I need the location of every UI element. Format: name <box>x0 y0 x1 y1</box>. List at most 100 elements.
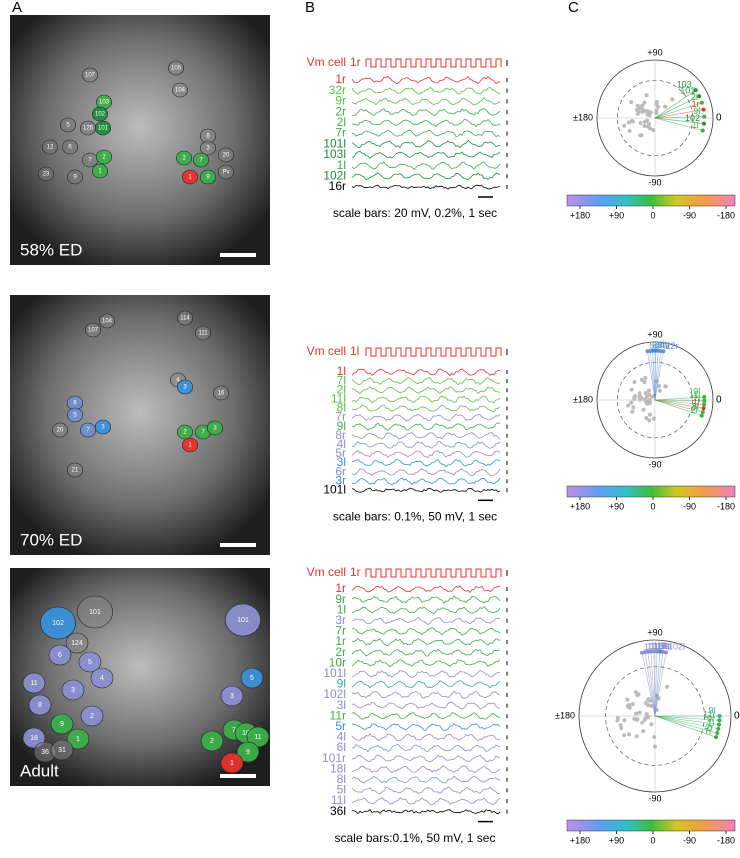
polar-point <box>648 400 652 404</box>
cell-label: 20 <box>57 428 64 434</box>
phase-point <box>702 403 706 407</box>
stimulus-trace <box>366 569 501 577</box>
cell-label: 125 <box>83 126 94 132</box>
phase-point <box>717 718 721 722</box>
colorbar <box>567 486 735 497</box>
phase-label: 101l <box>644 642 661 652</box>
polar-point <box>625 698 629 702</box>
phase-label: 2l <box>691 405 698 415</box>
trace <box>352 162 500 169</box>
polar-point <box>650 395 654 399</box>
cell-label: 111 <box>198 331 208 337</box>
phase-point <box>702 108 706 112</box>
trace <box>352 713 500 720</box>
cell-label: 11 <box>254 734 261 741</box>
trace <box>352 488 500 492</box>
scale-bar <box>220 253 256 257</box>
cell-label: 31 <box>58 747 66 754</box>
phase-point <box>702 406 706 410</box>
colorbar-label: -90 <box>683 501 696 511</box>
trace <box>352 596 500 603</box>
polar-point <box>626 404 630 408</box>
trace <box>352 87 500 94</box>
colorbar-label: -180 <box>717 210 735 220</box>
brain-image <box>10 295 270 555</box>
polar-point <box>643 376 647 380</box>
trace <box>352 130 500 137</box>
trace <box>352 755 500 762</box>
cell-label: 9 <box>246 749 250 756</box>
cell-label: 1 <box>230 760 234 767</box>
cell-label: 12 <box>47 145 54 151</box>
cell-label: 3 <box>71 687 75 694</box>
trace <box>352 469 500 476</box>
polar-point <box>622 124 626 128</box>
trace <box>352 141 500 148</box>
cell-label: 102 <box>52 620 64 627</box>
polar-point <box>646 109 650 113</box>
panel-label: A <box>12 0 22 16</box>
cell-label: 114 <box>180 316 190 322</box>
phase-point <box>702 399 706 403</box>
cell-label: 8 <box>38 702 42 709</box>
cell-label: 1 <box>76 736 80 743</box>
polar-point <box>652 735 656 739</box>
trace <box>352 185 500 189</box>
colorbar-label: +180 <box>570 501 590 511</box>
polar-point <box>635 734 639 738</box>
polar-point <box>642 100 646 104</box>
trace <box>352 638 500 645</box>
polar-point <box>628 129 632 133</box>
cell-label: 11 <box>30 680 37 687</box>
trace <box>352 607 500 614</box>
trace <box>352 109 500 116</box>
polar-point <box>641 408 645 412</box>
cell-label: 104 <box>175 88 186 94</box>
phase-point <box>702 115 706 119</box>
trace <box>352 681 500 688</box>
phase-point <box>701 410 705 414</box>
polar-point <box>630 410 634 414</box>
polar-point <box>645 395 649 399</box>
trace <box>352 478 500 485</box>
vm-label: Vm cell <box>307 565 346 579</box>
cell-label: 18 <box>30 735 38 742</box>
trace <box>352 702 500 709</box>
trace <box>352 396 500 403</box>
polar-point <box>645 93 649 97</box>
polar-point <box>651 128 655 132</box>
phase-point <box>716 727 720 731</box>
stimulus-trace <box>366 59 501 67</box>
phase-label: 1l <box>692 120 699 130</box>
polar-point <box>646 125 650 129</box>
cell-label: 5 <box>250 675 254 682</box>
trace <box>352 691 500 698</box>
cell-label: 5 <box>88 659 92 666</box>
colorbar <box>567 820 735 831</box>
trace <box>352 451 500 458</box>
polar-point <box>653 745 657 749</box>
polar-tick: -90 <box>648 459 661 469</box>
cell-label: 107 <box>85 73 96 79</box>
cell-label: 16 <box>218 391 225 397</box>
phase-point <box>700 101 704 105</box>
polar-point <box>631 120 635 124</box>
trace <box>352 442 500 449</box>
image-label: Adult <box>20 761 59 780</box>
cell-label: 101 <box>237 617 249 624</box>
polar-tick: +90 <box>647 329 662 339</box>
trace <box>352 744 500 751</box>
polar-point <box>639 121 643 125</box>
cell-label: 102 <box>95 112 106 118</box>
cell-label: 36 <box>41 749 49 756</box>
polar-point <box>645 712 649 716</box>
polar-tick: -90 <box>648 177 661 187</box>
polar-point <box>644 401 648 405</box>
phase-point <box>718 714 722 718</box>
colorbar-label: -90 <box>683 835 696 845</box>
polar-tick: -90 <box>648 793 661 803</box>
colorbar-label: -180 <box>717 835 735 845</box>
trace <box>352 414 500 421</box>
polar-point <box>647 389 651 393</box>
